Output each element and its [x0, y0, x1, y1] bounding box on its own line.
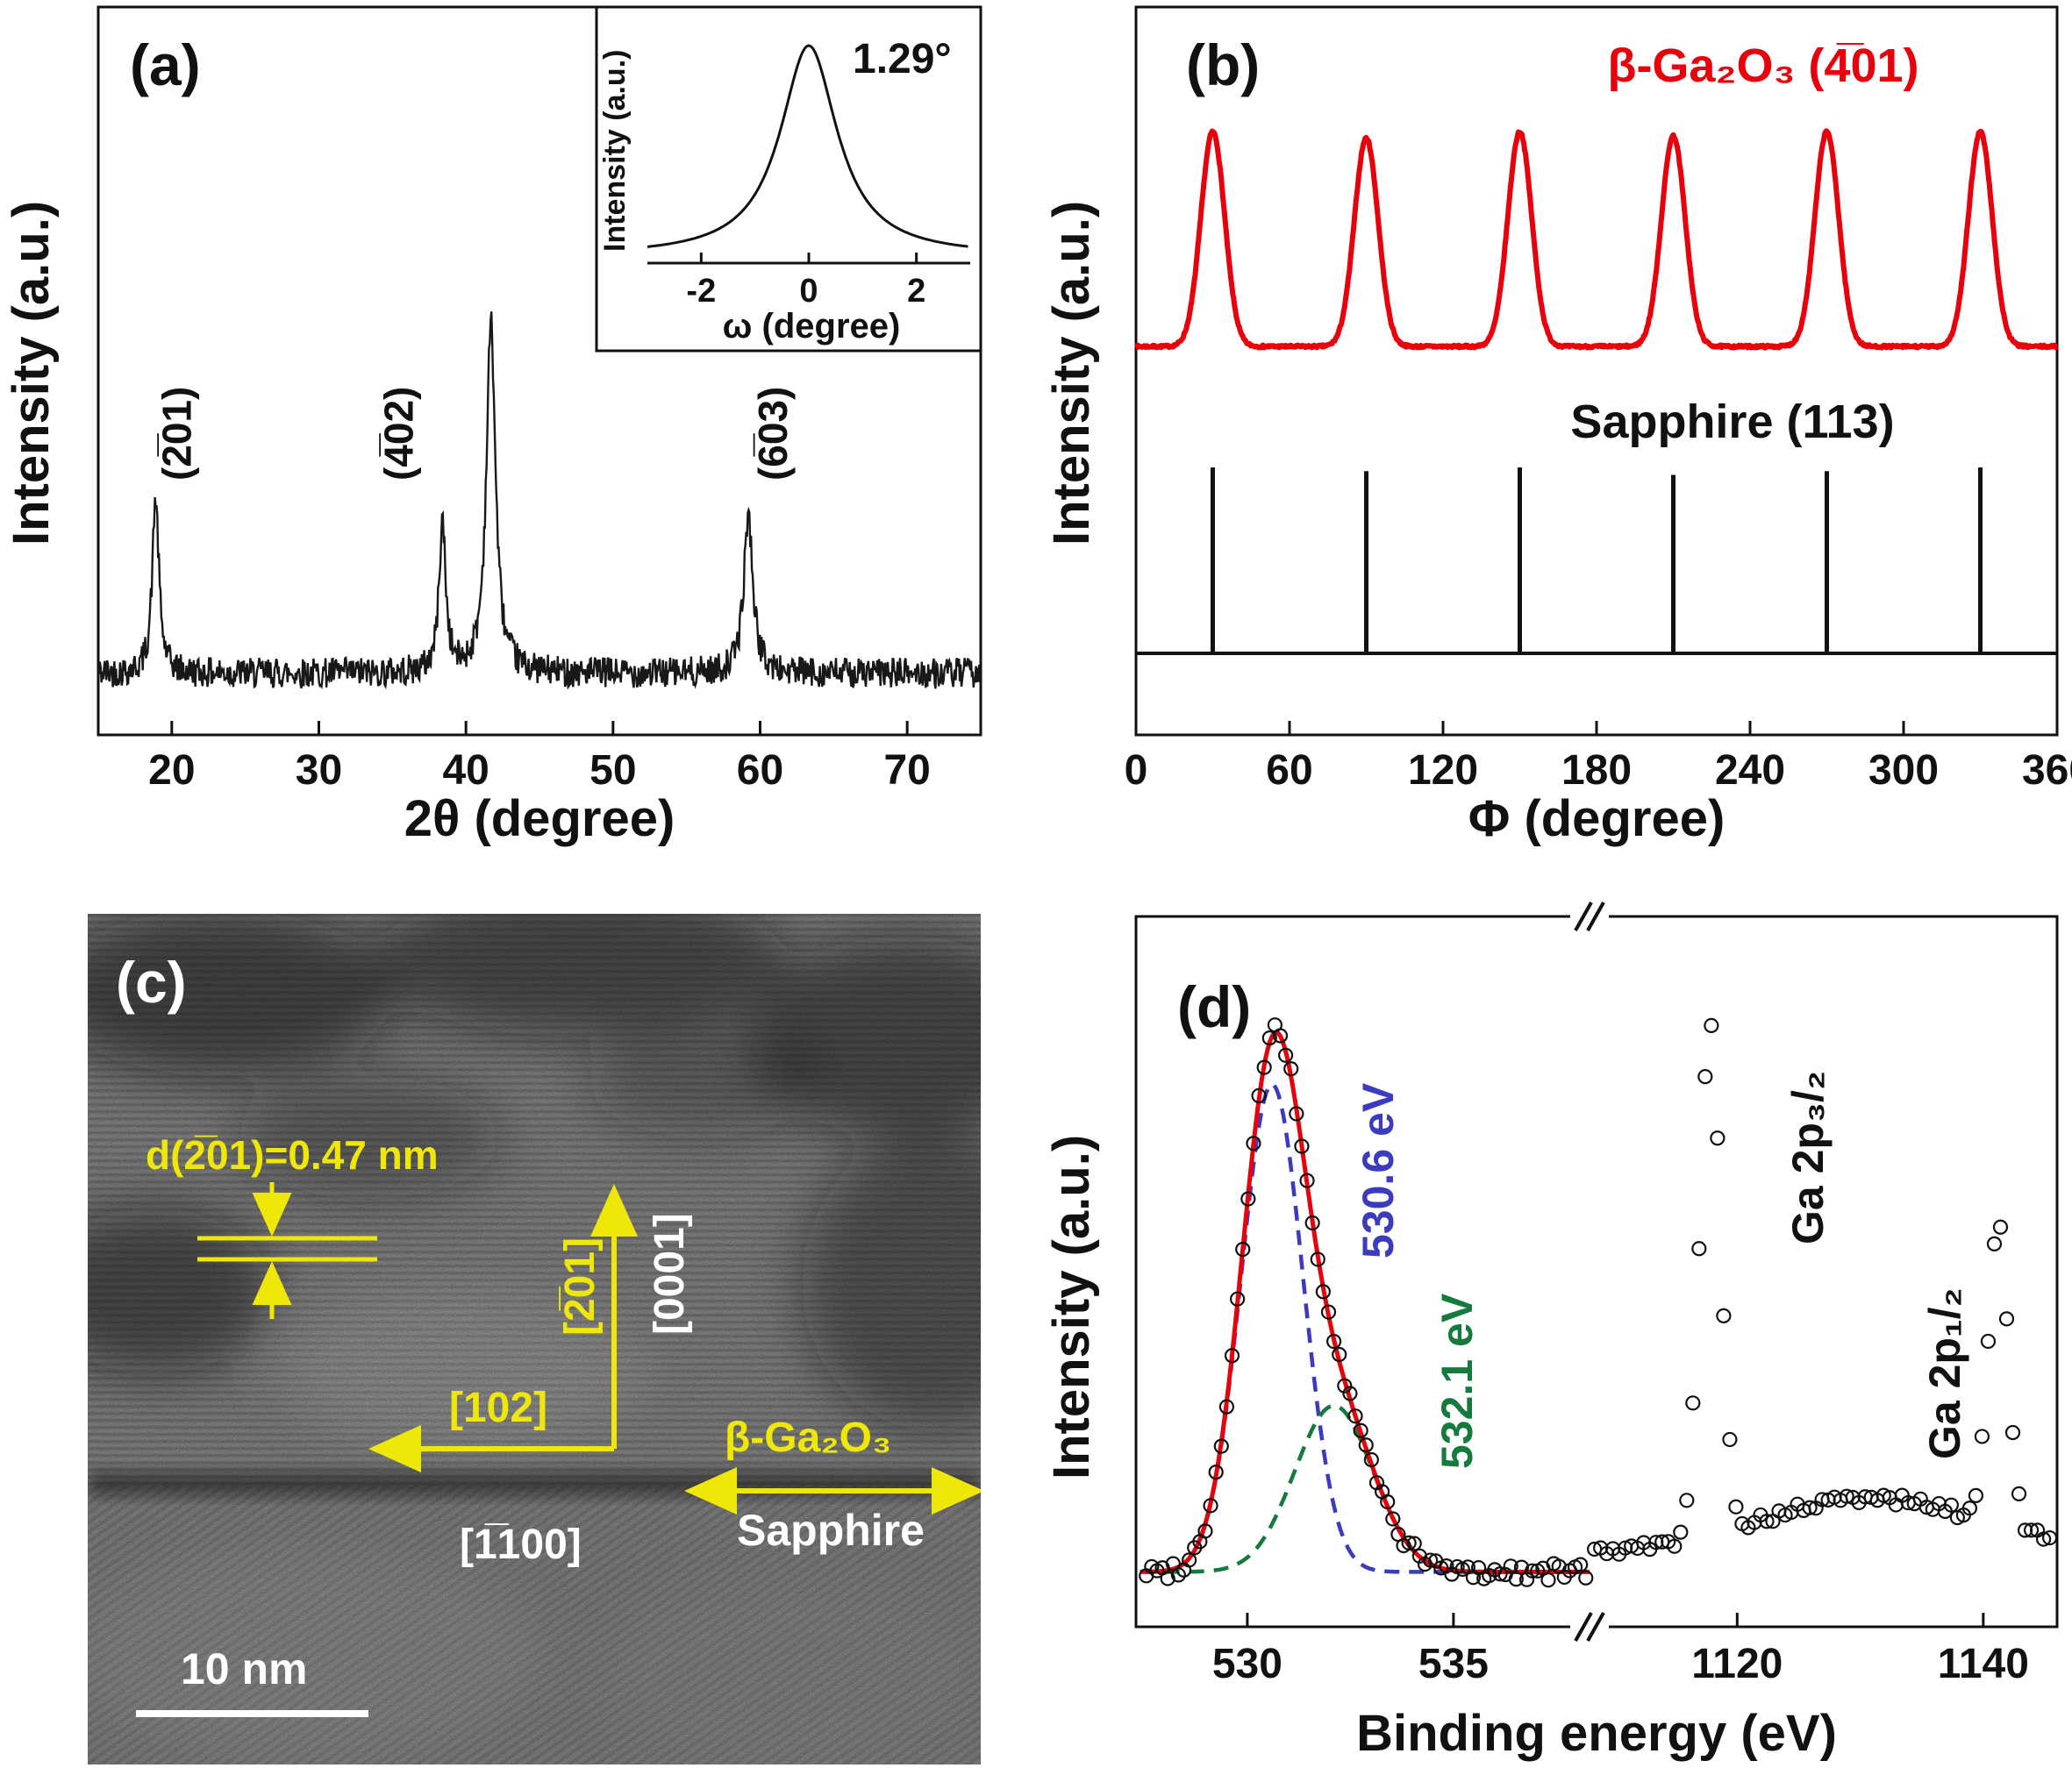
- panel-d-tag: (d): [1177, 974, 1252, 1039]
- o1s-data-points: [1139, 1017, 1594, 1588]
- x-tick-label: 20: [148, 747, 195, 794]
- break-gap-bottom: [1570, 1622, 1609, 1631]
- plot-frame: [1134, 5, 2059, 737]
- film-label: β-Ga₂O₃: [725, 1415, 892, 1461]
- ga2p32-label: Ga 2p₃/₂: [1783, 1070, 1833, 1245]
- inset-tick-label: 0: [799, 273, 818, 310]
- b-y-axis-label: Intensity (a.u.): [1043, 200, 1100, 545]
- inset-tick-label: 2: [907, 273, 925, 310]
- d-x-axis-label: Binding energy (eV): [1356, 1705, 1837, 1762]
- phi-scan-canvas: 0 60 120 180 240 300 360: [1125, 5, 2072, 794]
- plot-frame: [96, 5, 982, 737]
- direction-102-label: [102]: [449, 1385, 548, 1431]
- rocking-fwhm-annotation: 1.29°: [853, 36, 952, 82]
- inset-y-axis-label: Intensity (a.u.): [598, 49, 632, 253]
- panel-b-phi-scan: 0 60 120 180 240 300 360 Intensity (a.u.) Φ (d…: [1035, 0, 2072, 886]
- x-tick-label: 70: [883, 747, 930, 794]
- inset-x-axis-label: ω (degree): [722, 307, 901, 346]
- tem-grain-noise: [88, 914, 981, 1764]
- x-tick-label: 40: [442, 747, 489, 794]
- xrd-plot-canvas: 20 30 40 50 60 70 (2̅01) (4̅02) (6̅03) -2 0 2: [96, 5, 982, 794]
- xps-plot-canvas: 530 535 1120 1140: [1134, 902, 2059, 1687]
- ga2o3-series-label: β-Ga₂O₃ (4̅01): [1607, 39, 1919, 92]
- direction-0001-label: [0001]: [647, 1213, 693, 1336]
- crystal-direction-axes: [368, 1184, 638, 1472]
- axis-break-mark: [1586, 902, 1605, 931]
- d-y-axis-label: Intensity (a.u.): [1043, 1134, 1100, 1479]
- rocking-curve: [647, 44, 968, 248]
- a-x-axis-label: 2θ (degree): [404, 790, 675, 847]
- xrd-pattern: [96, 311, 982, 690]
- x-tick-label: 50: [589, 747, 636, 794]
- a-y-axis-label: Intensity (a.u.): [3, 200, 60, 545]
- panel-c-tem: (c) d(2̅01)=0.47 nm [2̅01] [0001] [102] …: [88, 914, 981, 1764]
- direction-1100-label: [1̅100]: [460, 1522, 582, 1568]
- xrd-peak-label: (4̅02): [375, 387, 421, 481]
- x-tick-label: 1140: [1938, 1641, 2029, 1687]
- x-tick-label: 535: [1418, 1641, 1489, 1687]
- x-tick-label: 180: [1561, 747, 1632, 794]
- ga2p-data-points: [1587, 1017, 2058, 1562]
- x-tick-label: 60: [1266, 747, 1312, 794]
- sapphire-series-label: Sapphire (113): [1570, 396, 1895, 448]
- x-tick-label: 30: [296, 747, 342, 794]
- ga2p12-label: Ga 2p₁/₂: [1920, 1287, 1969, 1459]
- b-x-axis-label: Φ (degree): [1468, 790, 1725, 847]
- o1s-component-curve: [1140, 1403, 1589, 1574]
- x-tick-label: 0: [1125, 747, 1148, 794]
- x-tick-label: 240: [1715, 747, 1785, 794]
- tem-micrograph: [88, 914, 981, 1764]
- d-spacing-label: d(2̅01)=0.47 nm: [146, 1132, 439, 1178]
- panel-d-xps: 530 535 1120 1140 Intensity (a.u.) Binding …: [1035, 902, 2072, 1768]
- x-tick-label: 530: [1212, 1641, 1282, 1687]
- panel-a-tag: (a): [130, 32, 201, 97]
- axis-break-mark: [1574, 902, 1593, 931]
- x-tick-label: 60: [737, 747, 783, 794]
- substrate-label: Sapphire: [737, 1506, 925, 1555]
- scale-bar-label: 10 nm: [181, 1644, 308, 1693]
- o1s-peak2-label: 532.1 eV: [1433, 1293, 1482, 1470]
- d-spacing-marker: [197, 1182, 377, 1319]
- axis-break-mark: [1586, 1612, 1605, 1642]
- x-tick-label: 1120: [1691, 1641, 1783, 1687]
- x-tick-label: 360: [2022, 747, 2072, 794]
- axis-break-mark: [1574, 1612, 1593, 1642]
- direction-201-label: [2̅01]: [557, 1237, 604, 1337]
- x-tick-label: 300: [1868, 747, 1939, 794]
- panel-c-tag: (c): [116, 950, 187, 1015]
- panel-a-xrd: 20 30 40 50 60 70 (2̅01) (4̅02) (6̅03) -2 0 2 Inten…: [0, 0, 1035, 886]
- x-tick-label: 120: [1408, 747, 1478, 794]
- inset-tick-label: -2: [686, 273, 716, 310]
- o1s-peak1-label: 530.6 eV: [1354, 1082, 1403, 1259]
- ga2o3-phi-curve: [1134, 128, 2059, 351]
- xrd-peak-label: (6̅03): [750, 387, 796, 481]
- panel-b-tag: (b): [1186, 32, 1261, 97]
- xrd-peak-label: (2̅01): [154, 387, 199, 481]
- inset-frame: [595, 5, 982, 353]
- break-gap-top: [1570, 913, 1609, 922]
